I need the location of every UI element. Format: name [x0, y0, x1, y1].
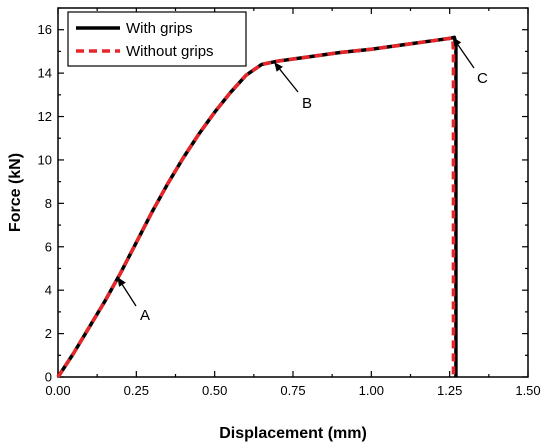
- x-tick-label: 0.00: [45, 383, 70, 398]
- y-tick-label: 4: [45, 283, 52, 298]
- legend: With grips Without grips: [67, 11, 247, 67]
- y-tick-label: 2: [45, 326, 52, 341]
- annotation-label-b: B: [302, 95, 312, 112]
- x-axis-title: Displacement (mm): [219, 425, 367, 442]
- y-tick-label: 0: [45, 370, 52, 385]
- x-tick-label: 1.50: [515, 383, 540, 398]
- annotation-arrowhead-b: [274, 62, 283, 72]
- y-tick-label: 10: [38, 152, 52, 167]
- annotation-arrow-a: [121, 284, 137, 307]
- ticks-layer: 0.00 0.25 0.50 0.75 1.00 1.25 1.50 0 2 4 6 8 10 12 14 1…: [38, 7, 541, 398]
- y-tick-label: 6: [45, 239, 52, 254]
- y-axis-title: Force (kN): [7, 153, 24, 232]
- legend-box: [67, 11, 247, 67]
- annotation-arrow-b: [279, 68, 299, 93]
- annotation-layer: A B C: [117, 37, 488, 324]
- y-tick-label: 16: [38, 22, 52, 37]
- x-tick-label: 1.25: [437, 383, 462, 398]
- series-line-with-grips: [56, 35, 458, 378]
- x-tick-label: 0.25: [124, 383, 149, 398]
- annotation-arrowhead-c: [452, 37, 462, 47]
- series-line-without-grips: [56, 36, 456, 378]
- annotation-label-c: C: [477, 70, 488, 87]
- x-tick-label: 1.00: [359, 383, 384, 398]
- annotation-arrowhead-a: [117, 277, 126, 287]
- legend-label-without-grips: Without grips: [126, 43, 214, 60]
- x-tick-label: 0.75: [280, 383, 305, 398]
- annotation-arrow-c: [457, 44, 475, 69]
- y-tick-label: 8: [45, 196, 52, 211]
- x-tick-label: 0.50: [202, 383, 227, 398]
- annotation-label-a: A: [140, 307, 150, 324]
- y-tick-label: 12: [38, 109, 52, 124]
- legend-label-with-grips: With grips: [126, 20, 193, 37]
- series-layer: [56, 35, 458, 378]
- y-tick-label: 14: [38, 66, 52, 81]
